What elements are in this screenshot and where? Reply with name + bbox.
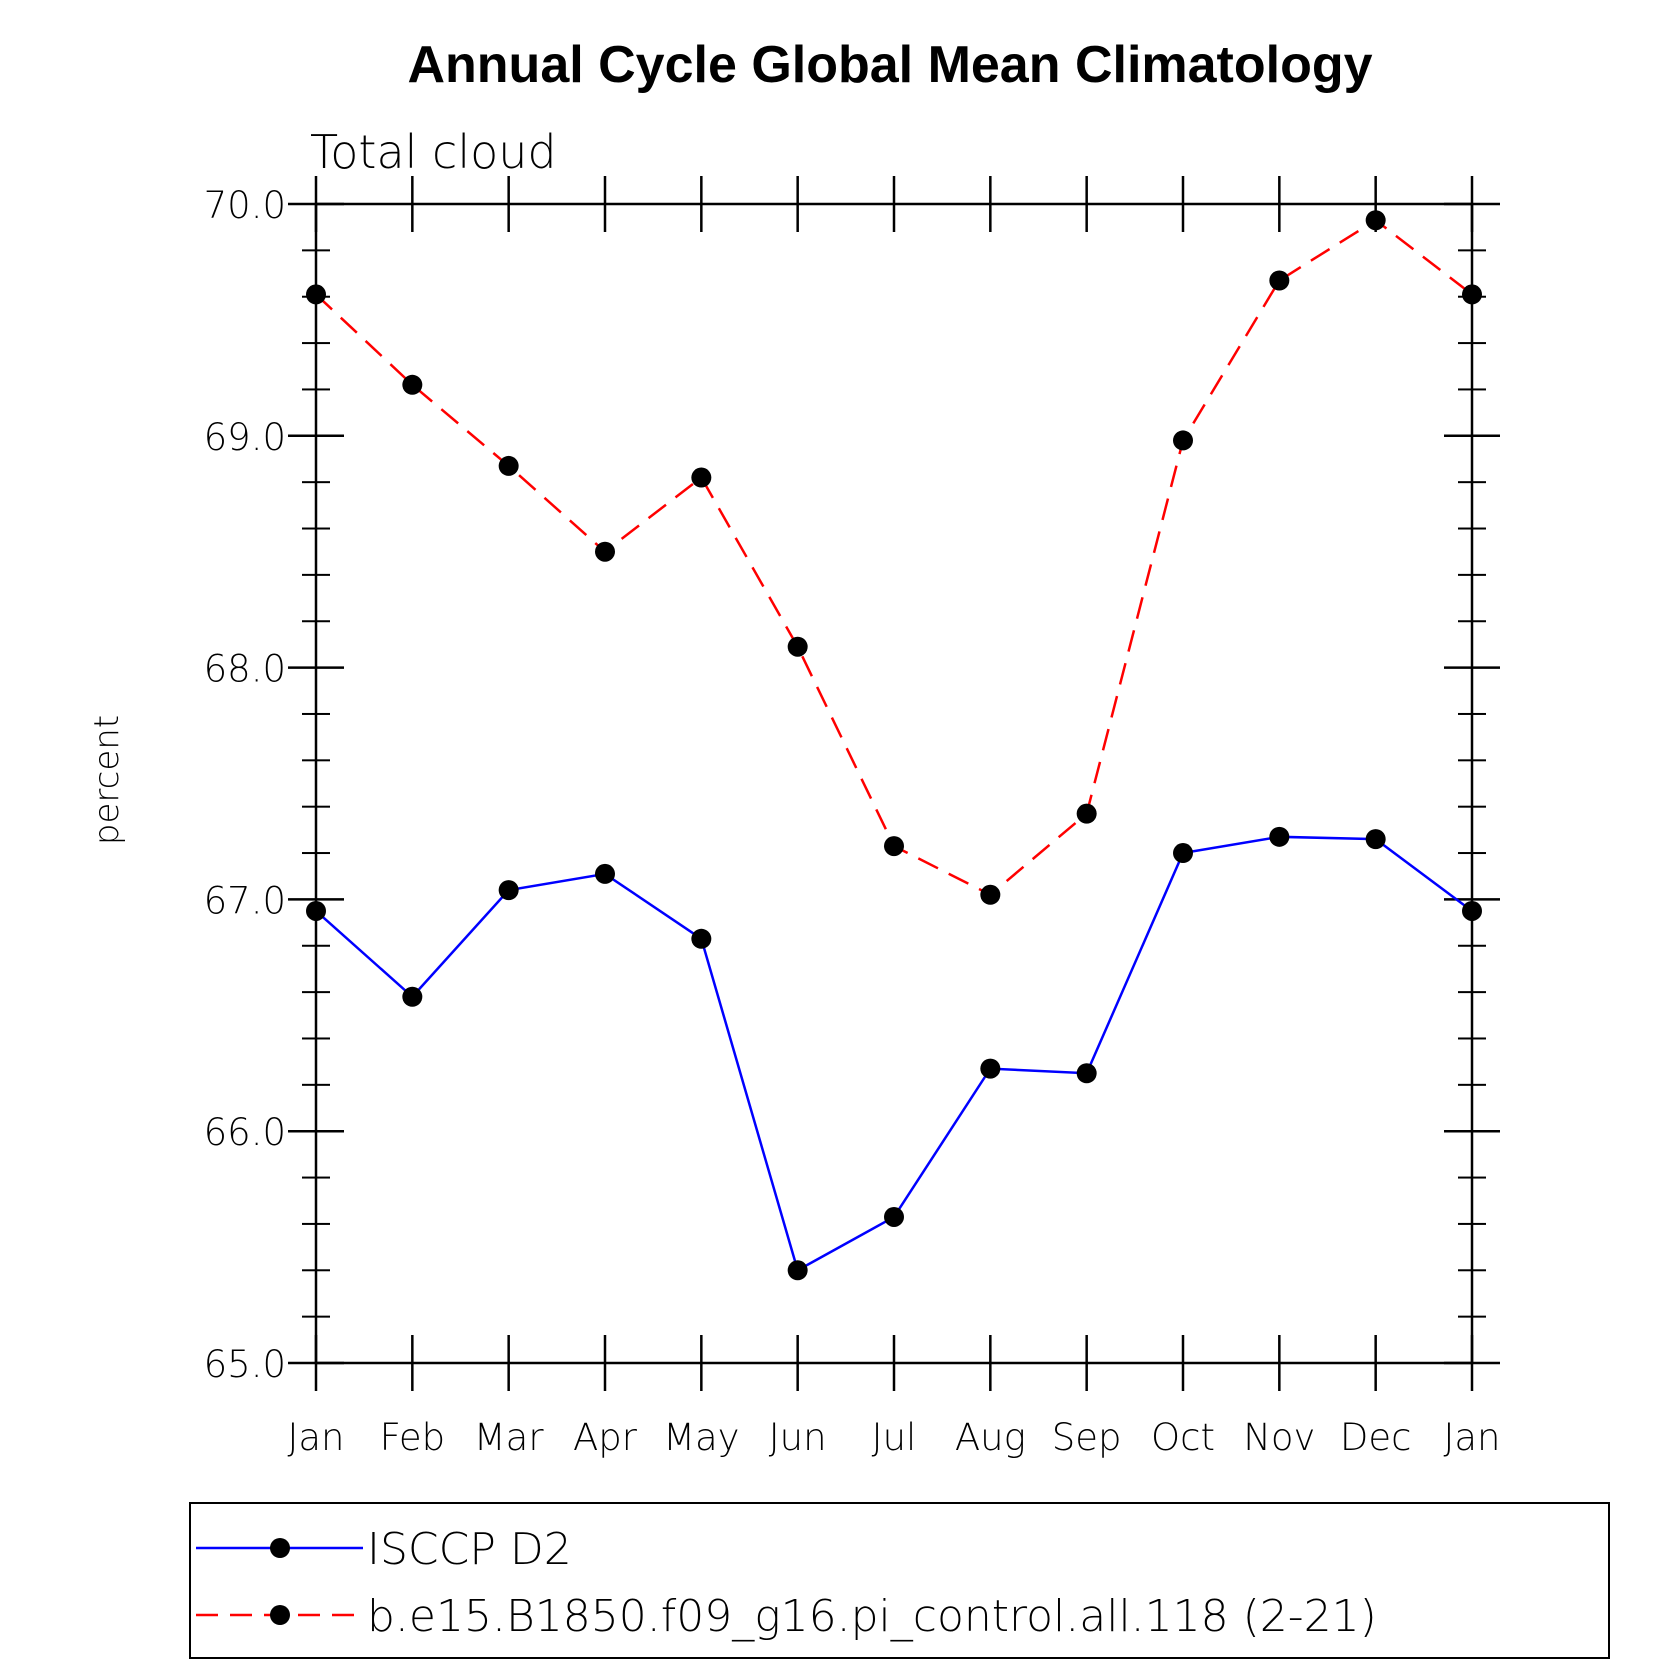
x-tick-label: Jul: [872, 1416, 917, 1459]
data-point: [306, 284, 326, 305]
legend-label: b.e15.B1850.f09_g16.pi_control.all.118 (…: [367, 1591, 1377, 1642]
legend-marker: [270, 1538, 290, 1558]
data-point: [691, 928, 712, 949]
data-point: [595, 541, 615, 562]
x-tick-label: Oct: [1151, 1416, 1215, 1459]
x-tick-label: Jan: [1443, 1416, 1500, 1459]
y-tick-label: 67.0: [204, 879, 286, 922]
series-line: [315, 835, 1473, 1273]
x-tick-label: Apr: [573, 1416, 638, 1459]
x-tick-label: Sep: [1052, 1416, 1122, 1459]
data-point: [884, 1206, 904, 1227]
data-point: [884, 836, 904, 857]
data-point: [1076, 803, 1097, 824]
data-point: [1462, 900, 1482, 921]
data-point: [1173, 430, 1193, 451]
series-layer: [306, 210, 1482, 1281]
data-point: [787, 1260, 808, 1281]
chart-title: Annual Cycle Global Mean Climatology: [407, 36, 1372, 94]
legend-box: [189, 1502, 1610, 1659]
plot-frame: [314, 202, 1474, 1365]
data-point: [1076, 1063, 1097, 1084]
legend: ISCCP D2 b.e15.B1850.f09_g16.pi_control.a…: [189, 1502, 1610, 1659]
x-tick-label: Aug: [955, 1416, 1026, 1459]
y-tick-label: 65.0: [204, 1343, 286, 1386]
y-tick-label: 70.0: [204, 184, 286, 227]
data-point: [1365, 829, 1386, 850]
x-tick-label: Jan: [287, 1416, 344, 1459]
data-point: [306, 900, 326, 921]
y-tick-label: 68.0: [204, 648, 286, 691]
axes-group: Jan Feb Mar Apr May Jun Jul Aug Sep Oct Nov Dec Jan6…: [204, 176, 1501, 1459]
x-tick-label: Dec: [1340, 1416, 1412, 1459]
data-point: [980, 884, 1001, 905]
x-tick-label: Jun: [769, 1416, 827, 1459]
data-point: [498, 880, 519, 901]
series-group: [306, 826, 1482, 1281]
y-axis-label: percent: [87, 715, 127, 845]
y-tick-label: 69.0: [204, 416, 286, 459]
data-point: [980, 1058, 1001, 1079]
data-point: [595, 863, 615, 884]
data-point: [402, 374, 423, 395]
x-tick-label: Nov: [1243, 1416, 1315, 1459]
series-line: [315, 218, 1473, 897]
series-group: [306, 210, 1482, 905]
x-tick-label: Mar: [474, 1416, 545, 1459]
y-tick-label: 66.0: [204, 1111, 286, 1154]
data-point: [1269, 826, 1290, 847]
x-tick-label: May: [663, 1416, 740, 1459]
data-point: [1365, 210, 1386, 231]
data-point: [691, 467, 712, 488]
x-tick-label: Feb: [380, 1416, 446, 1459]
data-point: [787, 636, 808, 657]
legend-marker: [270, 1605, 290, 1625]
chart-subtitle: Total cloud: [310, 125, 557, 179]
data-point: [1173, 843, 1193, 864]
data-point: [1462, 284, 1482, 305]
data-point: [1269, 270, 1290, 291]
data-point: [498, 455, 519, 476]
data-point: [402, 986, 423, 1007]
legend-label: ISCCP D2: [367, 1524, 572, 1575]
